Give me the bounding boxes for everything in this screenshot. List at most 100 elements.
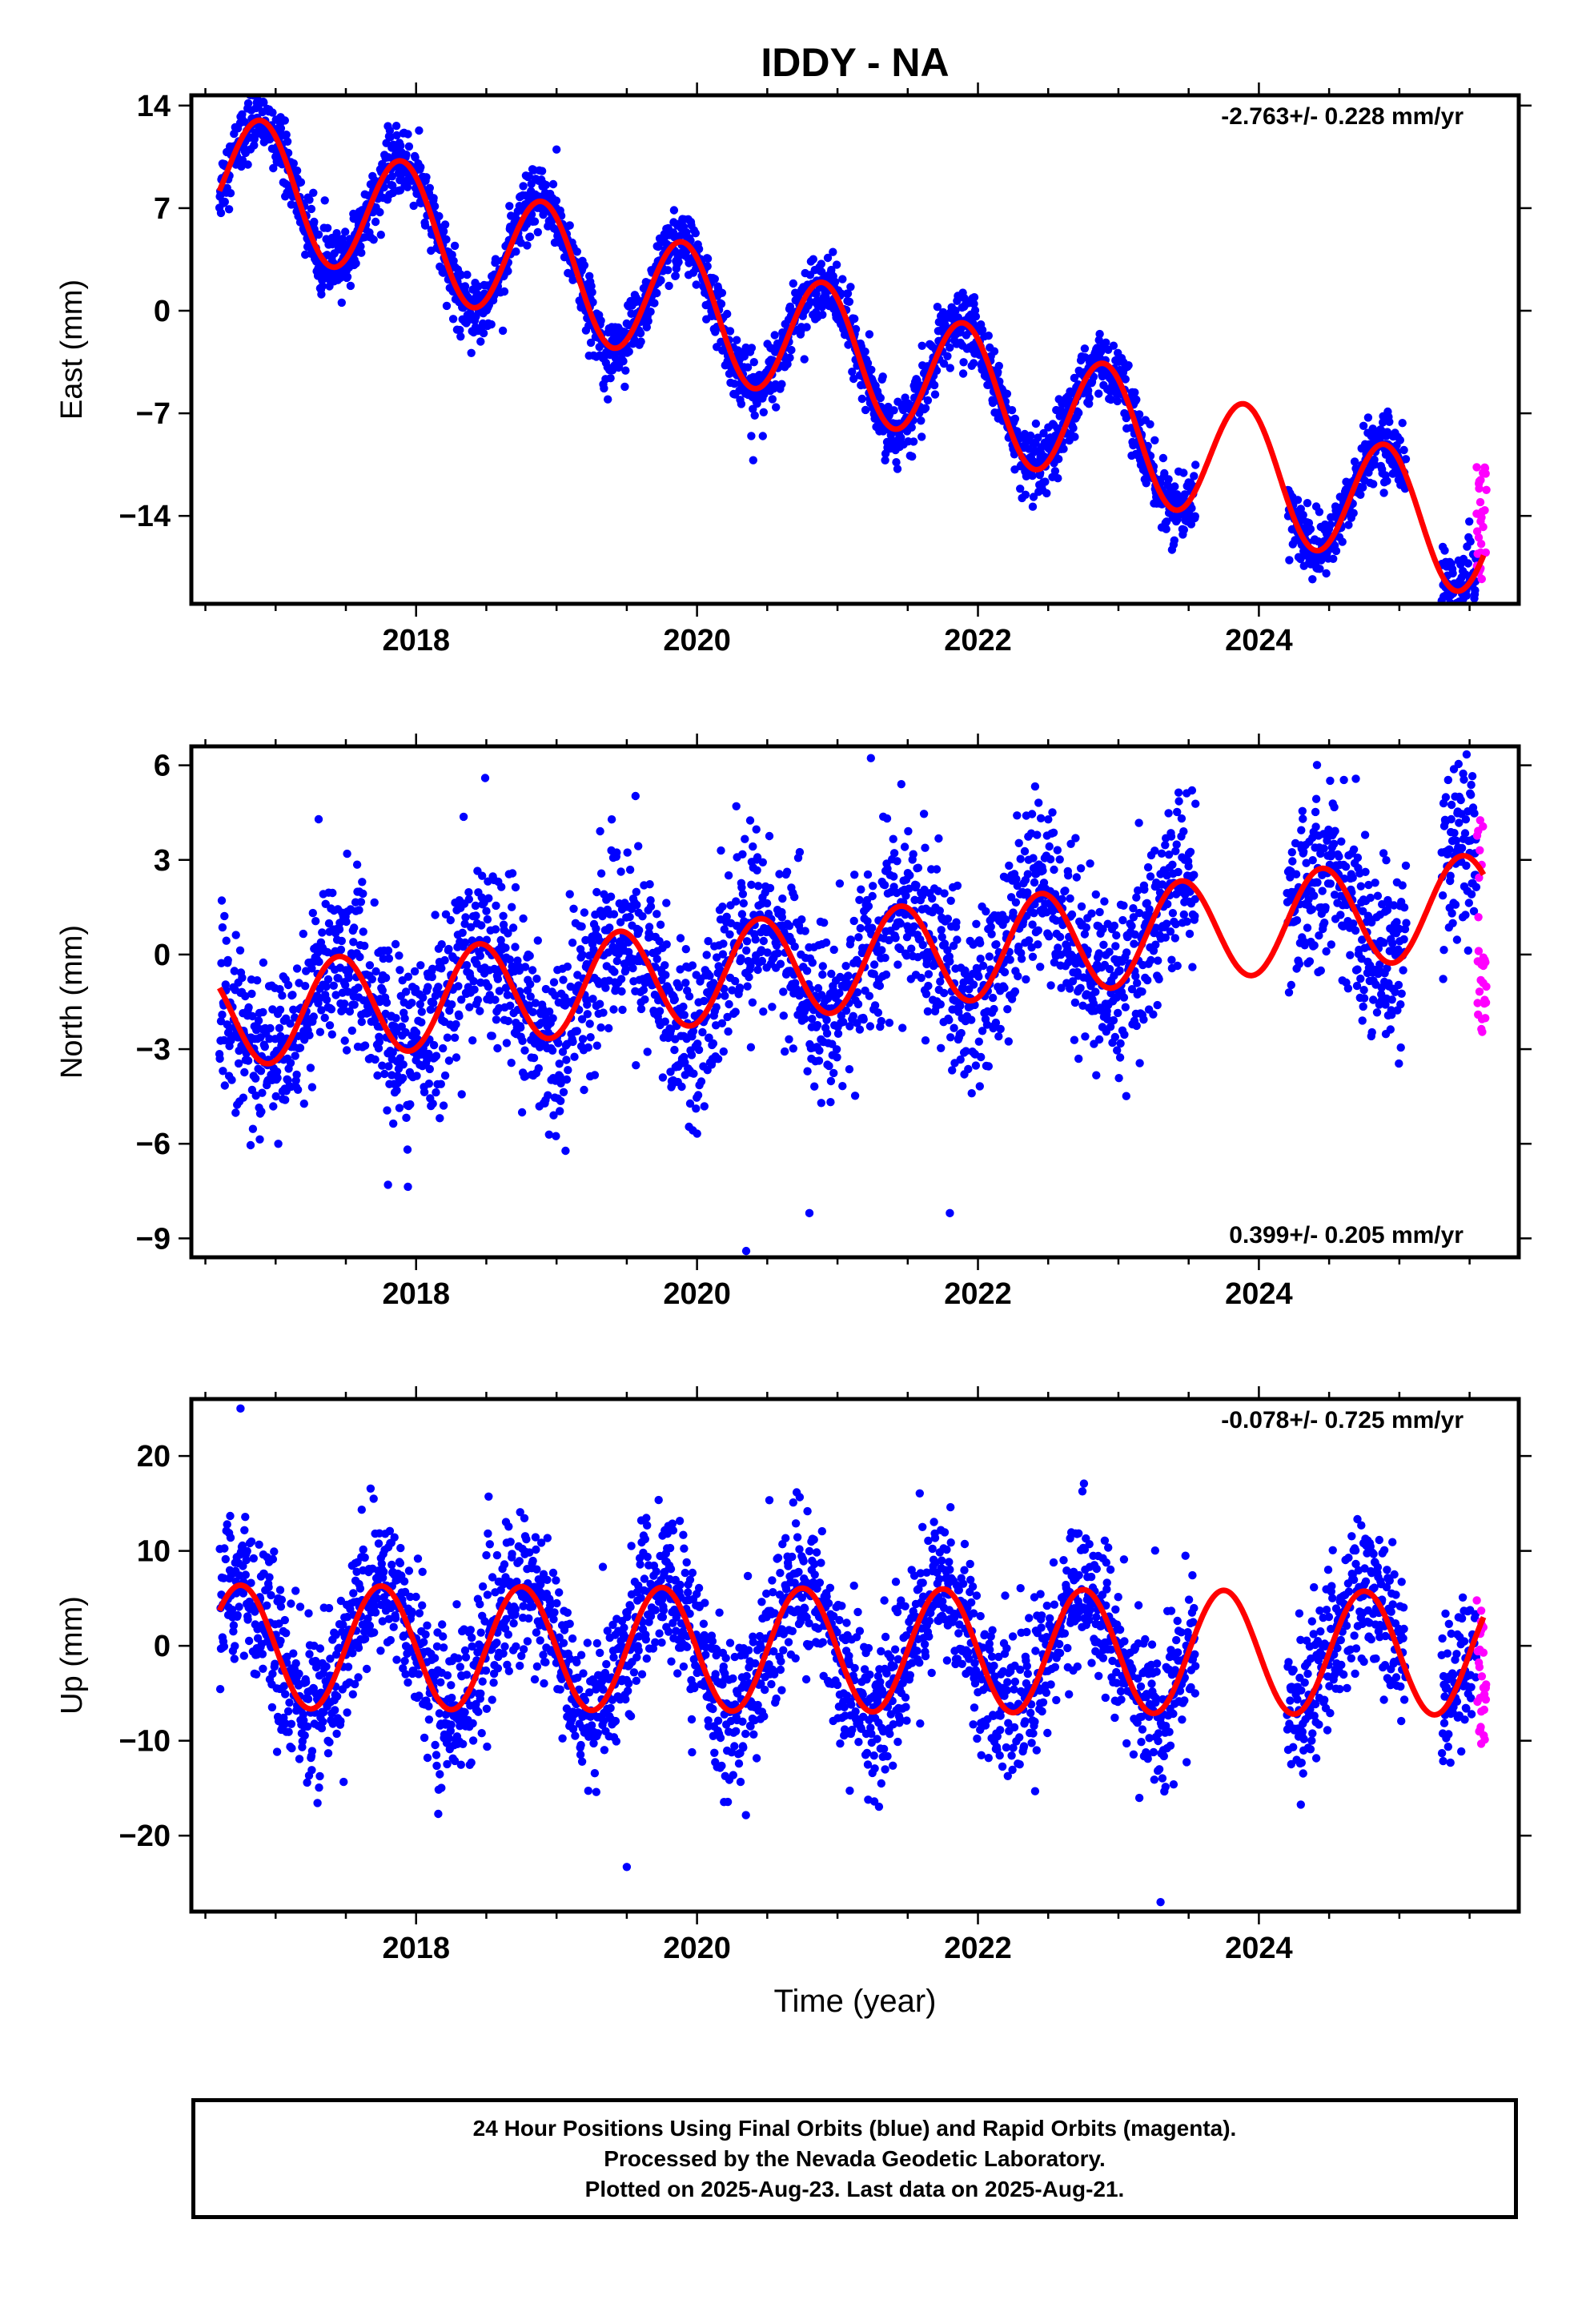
north-final-point xyxy=(896,919,905,928)
north-final-point xyxy=(737,910,747,919)
north-final-point xyxy=(877,946,886,955)
north-final-point xyxy=(948,1066,957,1075)
north-y-tick-label: −6 xyxy=(136,1128,171,1161)
north-final-point xyxy=(988,993,998,1003)
north-final-point xyxy=(1064,958,1073,967)
north-final-point xyxy=(596,1023,605,1032)
east-final-point xyxy=(809,255,817,263)
east-final-point xyxy=(1113,396,1122,406)
east-final-point xyxy=(946,343,954,352)
east-final-point xyxy=(733,336,741,344)
north-final-point xyxy=(520,1046,529,1055)
north-final-point xyxy=(719,939,728,948)
east-final-point xyxy=(863,359,873,368)
north-final-point xyxy=(548,1014,557,1023)
north-final-point xyxy=(738,850,747,859)
east-final-point xyxy=(691,229,700,238)
north-final-point xyxy=(577,922,586,931)
north-final-point xyxy=(383,946,393,955)
north-final-point xyxy=(640,995,649,1004)
north-final-point xyxy=(417,1018,426,1027)
east-final-point xyxy=(476,337,485,346)
north-final-point xyxy=(692,1104,701,1113)
north-final-point xyxy=(891,934,900,943)
north-final-point xyxy=(808,1015,817,1023)
north-final-point xyxy=(360,1041,370,1050)
north-final-point xyxy=(1004,1037,1014,1046)
east-final-point xyxy=(861,405,870,415)
north-final-point xyxy=(588,995,597,1003)
north-final-point xyxy=(921,1036,930,1045)
north-final-point xyxy=(1077,902,1086,911)
north-final-point xyxy=(662,940,671,949)
north-final-point xyxy=(354,983,363,992)
north-final-point xyxy=(492,1015,501,1024)
east-final-point xyxy=(1458,617,1466,625)
east-y-tick-label: −7 xyxy=(136,397,171,431)
north-final-point xyxy=(562,1055,571,1064)
north-final-point xyxy=(936,1000,946,1009)
east-final-point xyxy=(1124,361,1133,370)
north-final-point xyxy=(243,1056,253,1065)
east-final-point xyxy=(1016,485,1025,493)
north-final-point xyxy=(328,888,337,898)
north-final-point xyxy=(601,983,610,992)
east-final-point xyxy=(1170,482,1179,491)
north-final-point xyxy=(825,1061,833,1071)
east-final-point xyxy=(938,308,948,317)
east-final-point xyxy=(907,423,916,432)
north-final-point xyxy=(731,1007,740,1016)
north-final-point xyxy=(534,1063,543,1073)
north-final-point xyxy=(491,995,500,1004)
north-final-point xyxy=(426,1005,435,1015)
north-final-point xyxy=(292,964,302,973)
east-final-point xyxy=(737,400,746,408)
north-final-point xyxy=(1028,952,1038,962)
north-final-point xyxy=(902,951,911,960)
east-final-point xyxy=(268,108,277,117)
east-final-point xyxy=(837,289,846,298)
east-final-point xyxy=(449,256,458,265)
north-final-point xyxy=(1034,926,1043,935)
north-final-point xyxy=(924,970,934,979)
east-y-axis-label: East (mm) xyxy=(55,279,89,420)
east-final-point xyxy=(789,279,797,288)
east-final-point xyxy=(768,395,777,404)
north-final-point xyxy=(904,826,913,836)
north-final-point xyxy=(439,1101,448,1110)
east-final-point xyxy=(1150,436,1159,444)
north-final-point xyxy=(889,872,898,881)
north-final-point xyxy=(457,1090,466,1099)
north-final-point xyxy=(969,980,978,989)
north-final-point xyxy=(484,894,493,903)
east-final-point xyxy=(1146,420,1154,428)
north-final-point xyxy=(656,920,665,929)
north-final-point xyxy=(565,890,574,899)
north-final-point xyxy=(375,1037,384,1047)
north-final-point xyxy=(721,991,729,1000)
north-final-point xyxy=(1045,842,1054,851)
north-final-point xyxy=(746,961,755,971)
north-final-point xyxy=(340,1036,349,1045)
north-final-point xyxy=(882,814,892,823)
north-final-point xyxy=(344,974,353,983)
north-final-point xyxy=(985,952,994,961)
north-final-point xyxy=(818,970,827,979)
east-final-point xyxy=(897,433,905,442)
north-final-point xyxy=(1066,839,1075,849)
east-final-point xyxy=(460,282,470,291)
north-final-point xyxy=(775,870,784,879)
north-final-point xyxy=(832,1045,841,1054)
north-final-point xyxy=(625,912,634,922)
north-final-point xyxy=(758,858,767,867)
east-final-point xyxy=(356,242,365,251)
north-final-point xyxy=(1118,915,1127,925)
figure-title: IDDY - NA xyxy=(761,40,949,85)
north-final-point xyxy=(434,983,443,991)
north-final-point xyxy=(359,927,367,936)
north-final-point xyxy=(508,923,518,932)
north-final-point xyxy=(1022,911,1031,920)
north-final-point xyxy=(751,935,760,944)
north-final-point xyxy=(271,1092,280,1101)
north-final-point xyxy=(283,980,293,990)
